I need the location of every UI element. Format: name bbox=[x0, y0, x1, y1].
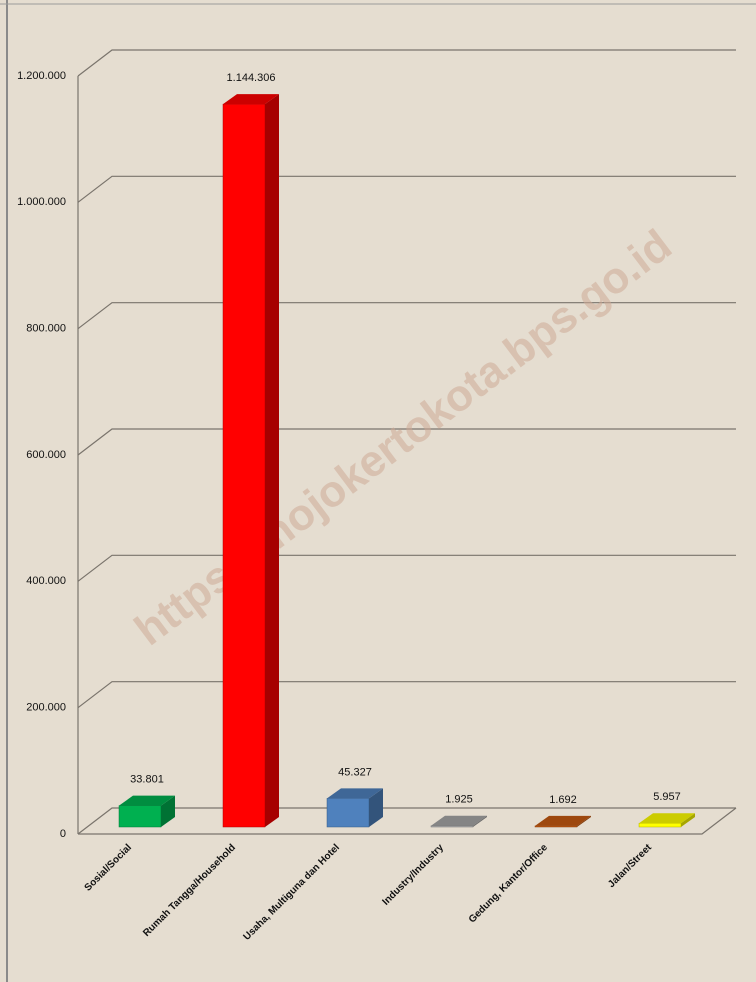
grid-line bbox=[77, 428, 736, 456]
bar bbox=[118, 795, 175, 828]
bar-front bbox=[430, 825, 474, 828]
floor bbox=[78, 807, 737, 835]
bar-side bbox=[265, 94, 279, 827]
bar bbox=[534, 815, 591, 828]
bar-side bbox=[577, 815, 591, 827]
value-label: 1.144.306 bbox=[227, 72, 276, 84]
bar bbox=[430, 815, 487, 828]
value-label: 1.692 bbox=[549, 794, 577, 806]
y-tick-label: 400.000 bbox=[26, 575, 66, 587]
bar-top bbox=[119, 795, 175, 806]
bar-front bbox=[638, 822, 682, 828]
bar bbox=[326, 788, 383, 828]
bar bbox=[222, 94, 279, 828]
grid-line bbox=[77, 681, 736, 709]
bar bbox=[638, 813, 695, 828]
y-tick-label: 1.200.000 bbox=[17, 70, 66, 82]
y-tick-label: 0 bbox=[60, 828, 66, 840]
value-label: 5.957 bbox=[653, 791, 681, 803]
y-tick-label: 1.000.000 bbox=[17, 196, 66, 208]
bar-top bbox=[327, 788, 383, 799]
grid-line bbox=[77, 554, 736, 582]
grid-line bbox=[77, 807, 736, 835]
bar-top bbox=[639, 813, 695, 824]
grid-line bbox=[77, 175, 736, 203]
bar-front bbox=[222, 103, 266, 828]
bar-side bbox=[681, 813, 695, 827]
value-label: 1.925 bbox=[445, 794, 473, 806]
bar-front bbox=[534, 825, 578, 828]
bar-top bbox=[223, 94, 279, 105]
bar-side bbox=[473, 815, 487, 827]
bar-front bbox=[326, 798, 370, 828]
bar-side bbox=[369, 788, 383, 827]
bar-front bbox=[118, 805, 162, 828]
y-tick-label: 600.000 bbox=[26, 449, 66, 461]
y-tick-label: 200.000 bbox=[26, 702, 66, 714]
bar-top bbox=[535, 815, 591, 826]
value-label: 33.801 bbox=[130, 774, 164, 786]
grid-line bbox=[77, 49, 736, 77]
grid-line bbox=[77, 302, 736, 330]
bar-side bbox=[161, 795, 175, 827]
y-tick-label: 800.000 bbox=[26, 323, 66, 335]
bar-top bbox=[431, 815, 487, 826]
value-label: 45.327 bbox=[338, 766, 372, 778]
